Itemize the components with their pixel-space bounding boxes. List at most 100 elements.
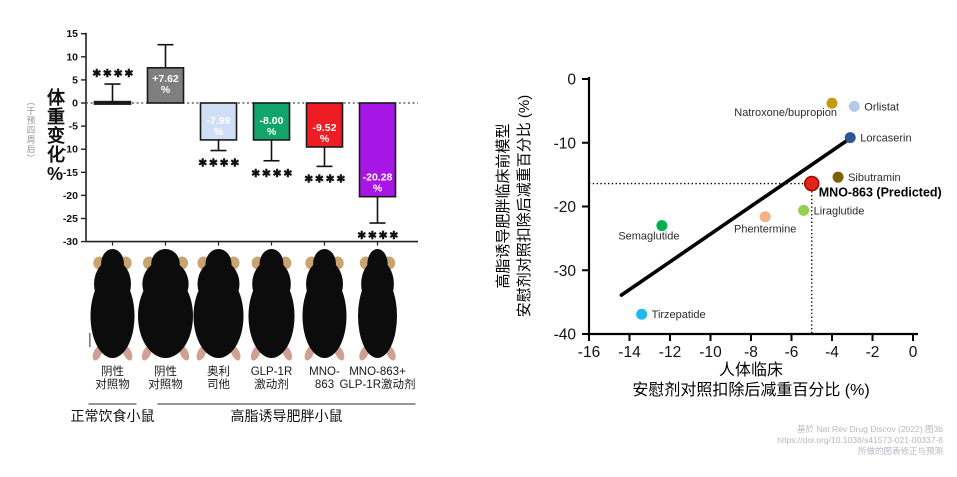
significance-stars: ✱✱✱✱ (92, 68, 135, 80)
y-tick-label: -20 (554, 199, 577, 216)
right-y-axis-label-line2: 安慰剂对照扣除后减重百分比 (%) (516, 94, 533, 318)
scatter-point-label: Sibutramin (848, 172, 901, 184)
y-tick-label: -40 (554, 327, 577, 344)
scatter-point (844, 132, 856, 144)
x-tick-label: -6 (785, 344, 799, 361)
scatter-point-label: Lorcaserin (860, 133, 911, 145)
mouse-group-label-line2: GLP-1R激动剂 (339, 377, 415, 391)
source-footnote: 基於 Nat Rev Drug Discov (2022) 图3b https:… (777, 424, 943, 457)
bar-value-unit: % (373, 183, 383, 195)
scatter-point-label: Orlistat (864, 101, 899, 113)
scatter-point-label: Semaglutide (618, 231, 679, 243)
y-tick-label: 10 (66, 51, 78, 63)
bar-value-unit: % (161, 84, 171, 96)
scatter-point-label: Liraglutide (814, 205, 865, 217)
diet-group-label: 高脂诱导肥胖小鼠 (231, 408, 343, 424)
mouse-group-label: MNO-863+ GLP-1R激动剂 (339, 366, 415, 391)
y-tick-label: 0 (567, 72, 576, 89)
significance-stars: ✱✱✱✱ (251, 168, 294, 180)
mouse-figure (358, 249, 397, 361)
mouse-body (193, 274, 244, 358)
scatter-point (636, 308, 648, 320)
y-tick-label: -20 (63, 190, 78, 202)
bar-value-unit: % (320, 133, 330, 145)
mouse-group-label: MNO-863 (309, 366, 340, 391)
bar-value-unit: % (214, 126, 224, 138)
footnote-line2: https://doi.org/10.1038/s41573-021-00337… (777, 435, 943, 445)
footnote-line1: 基於 Nat Rev Drug Discov (2022) 图3b (797, 424, 943, 434)
scatter-point-label: Natroxone/bupropion (734, 107, 837, 119)
x-tick-label: -8 (744, 344, 758, 361)
diet-group-label: 正常饮食小鼠 (71, 408, 155, 424)
scatter-point (656, 220, 668, 232)
mouse-figure (138, 249, 193, 361)
mouse-group-label-line2: 对照物 (148, 377, 183, 391)
mouse-group-label: 阴性对照物 (95, 364, 130, 391)
x-tick-label: -2 (866, 344, 880, 361)
trend-line (619, 135, 854, 297)
scatter-point (832, 171, 844, 183)
scatter-point (803, 175, 820, 192)
right-x-axis-label: 人体临床 安慰剂对照扣除后减重百分比 (%) (591, 361, 911, 401)
scatter-point (848, 100, 860, 112)
mouse-group-label: 阴性对照物 (148, 364, 183, 391)
x-tick-label: -12 (659, 344, 681, 361)
scatter-point-label: MNO-863 (Predicted) (819, 186, 942, 200)
scatter-point (798, 204, 810, 216)
y-tick-label: 0 (72, 98, 78, 110)
mouse-body (358, 274, 397, 358)
mouse-figure (248, 249, 295, 361)
y-tick-label: 5 (72, 74, 78, 86)
mouse-figure (193, 249, 244, 361)
right-x-axis-label-line2: 安慰剂对照扣除后减重百分比 (%) (632, 382, 870, 399)
right-y-axis-label-line1: 高脂诱导肥胖临床前模型 (495, 123, 512, 289)
mouse-group-label-line2: 863 (315, 379, 334, 391)
scatter-point (759, 211, 771, 223)
mouse-group-label-line2: 对照物 (95, 377, 130, 391)
bar-value-unit: % (267, 126, 277, 138)
bar (305, 102, 344, 148)
mouse-group-label: GLP-1R 激动剂 (251, 366, 293, 391)
significance-stars: ✱✱✱✱ (304, 173, 347, 185)
y-tick-label: -25 (63, 213, 78, 225)
mouse-body (90, 274, 135, 358)
bar (199, 102, 238, 141)
x-tick-label: -16 (578, 344, 600, 361)
mouse-group-label: 奥利司他 (207, 364, 230, 391)
mouse-body (302, 274, 347, 358)
y-tick-label: -5 (69, 121, 78, 133)
y-tick-label: -15 (63, 167, 78, 179)
mouse-group-label-line2: 司他 (207, 378, 230, 391)
y-tick-label: -30 (63, 236, 78, 248)
mouse-figure (90, 249, 135, 361)
x-tick-label: -4 (825, 344, 839, 361)
mouse-group-label-line2: 激动剂 (254, 377, 289, 391)
y-tick-label: -10 (554, 135, 577, 152)
scatter-point-label: Tirzepatide (652, 309, 706, 321)
right-y-axis-label: 高脂诱导肥胖临床前模型 安慰剂对照扣除后减重百分比 (%) (493, 36, 535, 376)
y-tick-label: 15 (66, 28, 78, 40)
scatter-point-label: Phentermine (734, 224, 796, 236)
right-x-axis-label-line1: 人体临床 (718, 362, 783, 379)
significance-stars: ✱✱✱✱ (357, 230, 400, 242)
mouse-body (248, 274, 295, 358)
footnote-line3: 所做的图表修正与预测 (857, 446, 943, 456)
left-y-axis-label: 体重变化% (45, 88, 65, 185)
significance-stars: ✱✱✱✱ (198, 158, 241, 170)
x-tick-label: -14 (618, 344, 641, 361)
x-tick-label: -10 (699, 344, 722, 361)
y-tick-label: -30 (554, 263, 577, 280)
bar (93, 100, 132, 105)
y-tick-label: -10 (63, 144, 78, 156)
bar (358, 102, 397, 198)
scatter-point (826, 97, 838, 109)
x-tick-label: 0 (909, 344, 918, 361)
bar (252, 102, 291, 141)
mouse-figure (302, 249, 347, 361)
left-y-axis-note: （干预四周后） (26, 97, 36, 164)
scale-bar (89, 333, 91, 347)
translation-scatter-plot: -16 -14 -12 -10 -8 -6 -4 -2 00-10-20-30-40Natrox… (554, 72, 942, 362)
mouse-body (138, 274, 193, 358)
